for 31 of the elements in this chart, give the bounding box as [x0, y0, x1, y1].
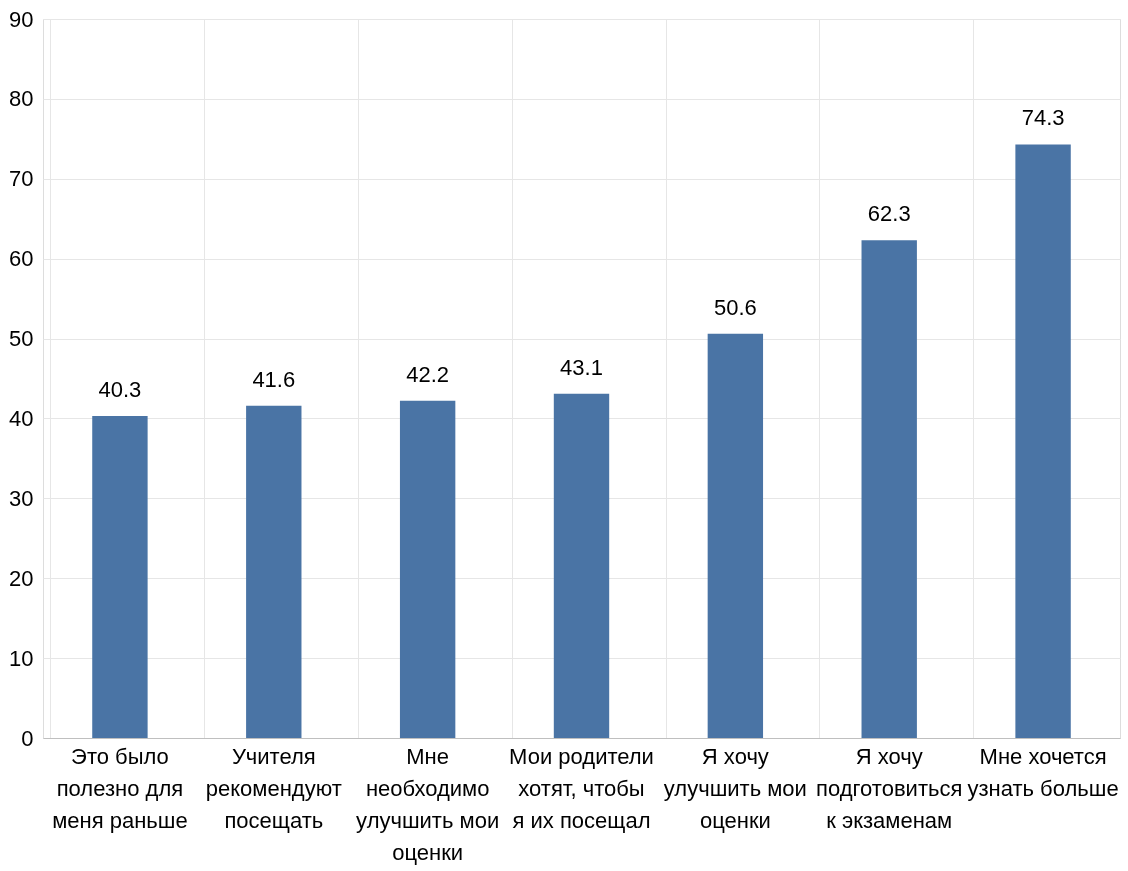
y-tick-label: 60 — [9, 246, 34, 272]
y-tick-label: 20 — [9, 565, 34, 591]
data-label: 62.3 — [867, 201, 911, 227]
y-tick-label: 40 — [9, 405, 34, 431]
x-tick-label: Это было полезно для меня раньше — [52, 743, 188, 833]
y-tick-label: 0 — [21, 725, 34, 751]
x-tick-label: Я хочу улучшить мои оценки — [663, 743, 807, 833]
bar — [246, 405, 302, 738]
y-tick-label: 10 — [9, 645, 34, 671]
data-label: 41.6 — [252, 366, 296, 392]
x-tick-label: Мне хочется узнать больше — [967, 743, 1119, 801]
data-label: 40.3 — [98, 377, 142, 403]
x-tick-label: Учителя рекомендуют посещать — [205, 743, 342, 833]
bar — [399, 400, 456, 738]
y-tick-label: 90 — [9, 6, 34, 32]
bar — [861, 240, 917, 738]
data-label: 74.3 — [1021, 105, 1065, 131]
x-tick-label: Мои родители хотят, чтобы я их посещал — [509, 743, 654, 833]
bar — [92, 416, 148, 738]
x-tick-label: Я хочу подготовиться к экзаменам — [816, 743, 963, 833]
y-tick-label: 80 — [9, 86, 34, 112]
y-tick-label: 50 — [9, 326, 34, 352]
data-label: 43.1 — [560, 354, 603, 380]
bar — [553, 393, 610, 738]
y-tick-label: 70 — [9, 166, 34, 192]
data-label: 42.2 — [406, 361, 450, 387]
y-tick-label: 30 — [9, 485, 34, 511]
bar — [707, 333, 764, 738]
x-tick-label: Мне необходимо улучшить мои оценки — [356, 743, 500, 865]
data-label: 50.6 — [713, 294, 757, 320]
bar — [1015, 144, 1071, 738]
